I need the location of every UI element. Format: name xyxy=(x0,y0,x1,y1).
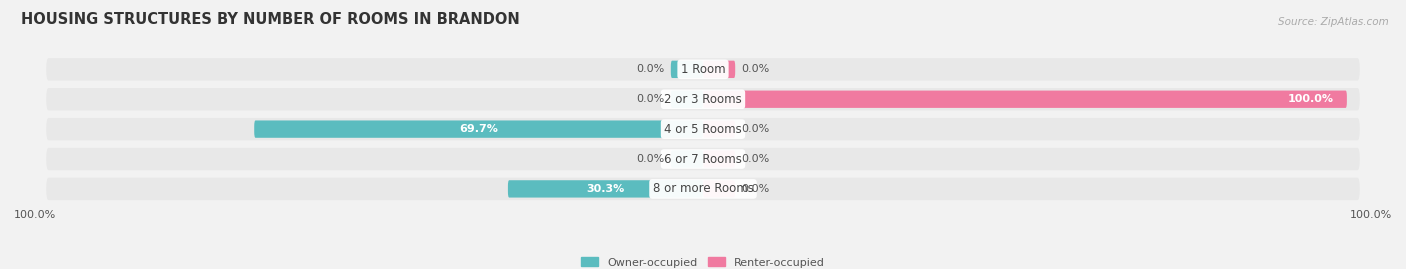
FancyBboxPatch shape xyxy=(703,180,735,197)
Legend: Owner-occupied, Renter-occupied: Owner-occupied, Renter-occupied xyxy=(576,253,830,269)
Text: 0.0%: 0.0% xyxy=(636,154,665,164)
FancyBboxPatch shape xyxy=(671,150,703,168)
Text: 100.0%: 100.0% xyxy=(1288,94,1334,104)
Text: 100.0%: 100.0% xyxy=(1350,210,1392,220)
Text: 30.3%: 30.3% xyxy=(586,184,624,194)
FancyBboxPatch shape xyxy=(254,121,703,138)
FancyBboxPatch shape xyxy=(671,61,703,78)
FancyBboxPatch shape xyxy=(703,61,735,78)
Text: 8 or more Rooms: 8 or more Rooms xyxy=(652,182,754,195)
Text: 2 or 3 Rooms: 2 or 3 Rooms xyxy=(664,93,742,106)
Text: 0.0%: 0.0% xyxy=(636,64,665,74)
FancyBboxPatch shape xyxy=(508,180,703,197)
FancyBboxPatch shape xyxy=(703,91,1347,108)
FancyBboxPatch shape xyxy=(46,88,1360,111)
FancyBboxPatch shape xyxy=(703,150,735,168)
Text: 0.0%: 0.0% xyxy=(741,64,770,74)
Text: 6 or 7 Rooms: 6 or 7 Rooms xyxy=(664,153,742,165)
Text: HOUSING STRUCTURES BY NUMBER OF ROOMS IN BRANDON: HOUSING STRUCTURES BY NUMBER OF ROOMS IN… xyxy=(21,12,520,27)
Text: 0.0%: 0.0% xyxy=(741,124,770,134)
FancyBboxPatch shape xyxy=(671,91,703,108)
Text: 1 Room: 1 Room xyxy=(681,63,725,76)
Text: 0.0%: 0.0% xyxy=(741,184,770,194)
Text: 4 or 5 Rooms: 4 or 5 Rooms xyxy=(664,123,742,136)
FancyBboxPatch shape xyxy=(46,118,1360,140)
Text: 0.0%: 0.0% xyxy=(636,94,665,104)
FancyBboxPatch shape xyxy=(46,58,1360,80)
Text: 69.7%: 69.7% xyxy=(460,124,498,134)
FancyBboxPatch shape xyxy=(703,121,735,138)
Text: 100.0%: 100.0% xyxy=(14,210,56,220)
FancyBboxPatch shape xyxy=(46,178,1360,200)
Text: 0.0%: 0.0% xyxy=(741,154,770,164)
Text: Source: ZipAtlas.com: Source: ZipAtlas.com xyxy=(1278,17,1389,27)
FancyBboxPatch shape xyxy=(46,148,1360,170)
